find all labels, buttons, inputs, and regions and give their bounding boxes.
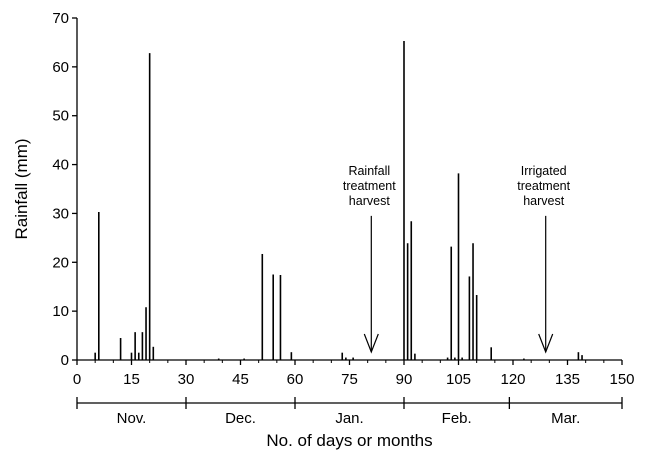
annotation-text: treatment — [517, 179, 570, 193]
x-tick-label: 0 — [73, 371, 81, 388]
month-label: Dec. — [225, 410, 256, 427]
month-label: Mar. — [551, 410, 580, 427]
month-label: Jan. — [335, 410, 363, 427]
x-tick-label: 90 — [396, 371, 413, 388]
x-axis-title: No. of days or months — [266, 431, 432, 450]
annotation-text: harvest — [523, 194, 565, 208]
y-tick-label: 0 — [61, 352, 69, 369]
x-tick-label: 75 — [341, 371, 358, 388]
x-tick-label: 60 — [287, 371, 304, 388]
x-tick-label: 150 — [609, 371, 634, 388]
y-tick-label: 40 — [52, 157, 69, 174]
y-tick-label: 70 — [52, 10, 69, 27]
annotation-arrow-head — [538, 333, 554, 354]
y-tick-label: 20 — [52, 254, 69, 271]
y-axis: 0 10 20 30 40 50 60 70 — [52, 10, 78, 369]
y-tick-label: 50 — [52, 108, 69, 125]
annotation-text: Rainfall — [348, 164, 390, 178]
x-tick-label: 30 — [178, 371, 195, 388]
y-tick-label: 30 — [52, 205, 69, 222]
month-label: Nov. — [117, 410, 147, 427]
annotation-text: treatment — [343, 179, 396, 193]
y-tick-label: 10 — [52, 303, 69, 320]
rainfall-bars — [94, 40, 583, 360]
x-tick-label: 45 — [232, 371, 249, 388]
x-axis: 0 15 30 45 60 75 90 105 120 135 150 — [73, 359, 635, 388]
harvest-annotations: RainfalltreatmentharvestIrrigatedtreatme… — [343, 164, 571, 354]
month-label: Feb. — [442, 410, 472, 427]
y-axis-title: Rainfall (mm) — [12, 138, 31, 239]
x-tick-label: 120 — [500, 371, 525, 388]
x-tick-label: 15 — [123, 371, 140, 388]
annotation-text: Irrigated — [521, 164, 567, 178]
x-tick-label: 135 — [555, 371, 580, 388]
x-tick-label: 105 — [446, 371, 471, 388]
month-axis: Nov. Dec. Jan. Feb. Mar. — [76, 397, 623, 427]
annotation-text: harvest — [349, 194, 391, 208]
annotation-arrow-head — [363, 333, 379, 354]
y-tick-label: 60 — [52, 59, 69, 76]
